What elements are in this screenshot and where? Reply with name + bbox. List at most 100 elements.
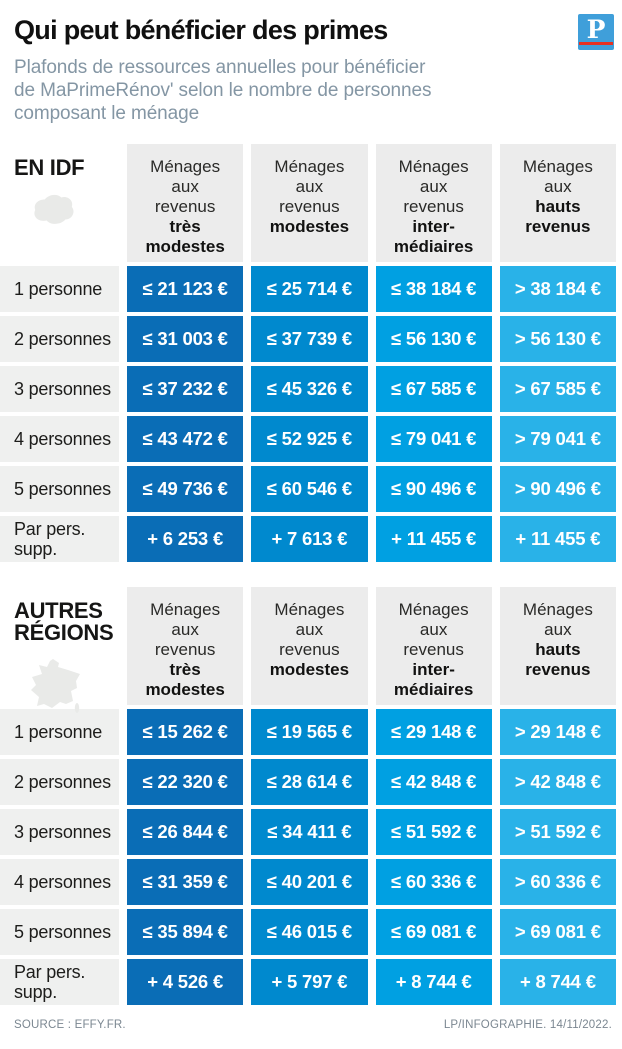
value-cell: ≤ 51 592 € bbox=[375, 809, 492, 856]
value-cell: ≤ 15 262 € bbox=[127, 709, 244, 756]
value-cell: > 79 041 € bbox=[499, 416, 616, 463]
column-header-text: Ménages aux revenus bbox=[150, 157, 221, 217]
value-cell: ≤ 25 714 € bbox=[251, 266, 368, 313]
region-title-idf: EN IDF bbox=[14, 155, 85, 181]
column-header-text: Ménages aux bbox=[522, 157, 593, 197]
value-cell: > 38 184 € bbox=[499, 266, 616, 313]
column-header: Ménages aux revenus très modestes bbox=[127, 144, 244, 263]
value-cell: > 60 336 € bbox=[499, 859, 616, 906]
region-label-cell: EN IDF bbox=[0, 144, 119, 263]
column-header: Ménages aux revenus modestes bbox=[251, 144, 368, 263]
value-cell: ≤ 31 003 € bbox=[127, 316, 244, 363]
region-title-autres-regions: AUTRES RÉGIONS bbox=[14, 598, 114, 646]
value-cell: ≤ 26 844 € bbox=[127, 809, 244, 856]
column-header: Ménages aux revenus inter- médiaires bbox=[375, 587, 492, 706]
row-label: 4 personnes bbox=[0, 859, 119, 906]
value-cell: ≤ 37 739 € bbox=[251, 316, 368, 363]
column-header: Ménages aux hauts revenus bbox=[499, 144, 616, 263]
value-cell: ≤ 60 546 € bbox=[251, 466, 368, 513]
value-cell: ≤ 90 496 € bbox=[375, 466, 492, 513]
value-cell: + 8 744 € bbox=[499, 959, 616, 1006]
autres-regions-grid: AUTRES RÉGIONS Ménages aux revenus très m… bbox=[0, 587, 616, 1006]
source-credit: SOURCE : EFFY.FR. bbox=[14, 1019, 126, 1032]
value-cell: ≤ 56 130 € bbox=[375, 316, 492, 363]
value-cell: > 69 081 € bbox=[499, 909, 616, 956]
row-label: 1 personne bbox=[0, 709, 119, 756]
value-cell: > 29 148 € bbox=[499, 709, 616, 756]
value-cell: + 7 613 € bbox=[251, 516, 368, 563]
value-cell: > 90 496 € bbox=[499, 466, 616, 513]
row-label: 4 personnes bbox=[0, 416, 119, 463]
value-cell: ≤ 31 359 € bbox=[127, 859, 244, 906]
column-header: Ménages aux hauts revenus bbox=[499, 587, 616, 706]
value-cell: > 51 592 € bbox=[499, 809, 616, 856]
table-autres-regions: AUTRES RÉGIONS Ménages aux revenus très m… bbox=[0, 587, 616, 1006]
value-cell: ≤ 38 184 € bbox=[375, 266, 492, 313]
page-title: Qui peut bénéficier des primes bbox=[14, 15, 388, 45]
le-parisien-logo: P bbox=[578, 14, 614, 50]
value-cell: ≤ 79 041 € bbox=[375, 416, 492, 463]
column-header-bold-text: inter- médiaires bbox=[393, 659, 474, 699]
column-header-bold-text: modestes bbox=[269, 659, 350, 679]
idf-map-icon bbox=[34, 195, 74, 225]
column-header-text: Ménages aux revenus bbox=[150, 600, 221, 660]
value-cell: + 11 455 € bbox=[375, 516, 492, 563]
value-cell: ≤ 37 232 € bbox=[127, 366, 244, 413]
value-cell: ≤ 42 848 € bbox=[375, 759, 492, 806]
value-cell: ≤ 34 411 € bbox=[251, 809, 368, 856]
value-cell: + 6 253 € bbox=[127, 516, 244, 563]
value-cell: ≤ 46 015 € bbox=[251, 909, 368, 956]
header: Qui peut bénéficier des primes P Plafond… bbox=[0, 0, 622, 125]
france-map-icon bbox=[31, 659, 80, 714]
value-cell: + 8 744 € bbox=[375, 959, 492, 1006]
value-cell: ≤ 29 148 € bbox=[375, 709, 492, 756]
value-cell: ≤ 52 925 € bbox=[251, 416, 368, 463]
infographic-credit: LP/INFOGRAPHIE. 14/11/2022. bbox=[443, 1019, 612, 1032]
column-header-text: Ménages aux revenus bbox=[398, 600, 469, 660]
value-cell: ≤ 21 123 € bbox=[127, 266, 244, 313]
column-header-text: Ménages aux revenus bbox=[274, 600, 345, 660]
value-cell: > 67 585 € bbox=[499, 366, 616, 413]
value-cell: + 5 797 € bbox=[251, 959, 368, 1006]
value-cell: ≤ 35 894 € bbox=[127, 909, 244, 956]
column-header-bold-text: inter- médiaires bbox=[393, 216, 474, 256]
value-cell: ≤ 49 736 € bbox=[127, 466, 244, 513]
row-label: 1 personne bbox=[0, 266, 119, 313]
value-cell: > 56 130 € bbox=[499, 316, 616, 363]
value-cell: ≤ 60 336 € bbox=[375, 859, 492, 906]
value-cell: ≤ 40 201 € bbox=[251, 859, 368, 906]
row-label: Par pers. supp. bbox=[0, 516, 119, 563]
table-en-idf: EN IDF Ménages aux revenus très modestes M… bbox=[0, 144, 616, 563]
row-label: 5 personnes bbox=[0, 466, 119, 513]
row-label: 5 personnes bbox=[0, 909, 119, 956]
value-cell: ≤ 67 585 € bbox=[375, 366, 492, 413]
row-label: 2 personnes bbox=[0, 759, 119, 806]
value-cell: ≤ 43 472 € bbox=[127, 416, 244, 463]
value-cell: ≤ 45 326 € bbox=[251, 366, 368, 413]
row-label: 3 personnes bbox=[0, 809, 119, 856]
region-label-cell: AUTRES RÉGIONS bbox=[0, 587, 119, 714]
column-header-bold-text: très modestes bbox=[145, 216, 225, 256]
value-cell: ≤ 69 081 € bbox=[375, 909, 492, 956]
column-header: Ménages aux revenus inter- médiaires bbox=[375, 144, 492, 263]
subtitle: Plafonds de ressources annuelles pour bé… bbox=[14, 57, 432, 125]
column-header-bold-text: très modestes bbox=[145, 659, 225, 699]
column-header-text: Ménages aux revenus bbox=[274, 157, 345, 217]
value-cell: ≤ 19 565 € bbox=[251, 709, 368, 756]
logo-red-bar-icon bbox=[579, 42, 613, 45]
value-cell: > 42 848 € bbox=[499, 759, 616, 806]
row-label: 3 personnes bbox=[0, 366, 119, 413]
footer: SOURCE : EFFY.FR. LP/INFOGRAPHIE. 14/11/… bbox=[0, 1005, 622, 1031]
value-cell: ≤ 28 614 € bbox=[251, 759, 368, 806]
column-header-text: Ménages aux revenus bbox=[398, 157, 469, 217]
column-header-bold-text: hauts revenus bbox=[525, 197, 591, 236]
row-label: Par pers. supp. bbox=[0, 959, 119, 1006]
column-header-bold-text: hauts revenus bbox=[525, 640, 591, 679]
value-cell: + 4 526 € bbox=[127, 959, 244, 1006]
column-header: Ménages aux revenus très modestes bbox=[127, 587, 244, 706]
idf-grid: EN IDF Ménages aux revenus très modestes M… bbox=[0, 144, 616, 563]
column-header-bold-text: modestes bbox=[269, 216, 350, 236]
value-cell: ≤ 22 320 € bbox=[127, 759, 244, 806]
logo-letter: P bbox=[586, 14, 606, 44]
